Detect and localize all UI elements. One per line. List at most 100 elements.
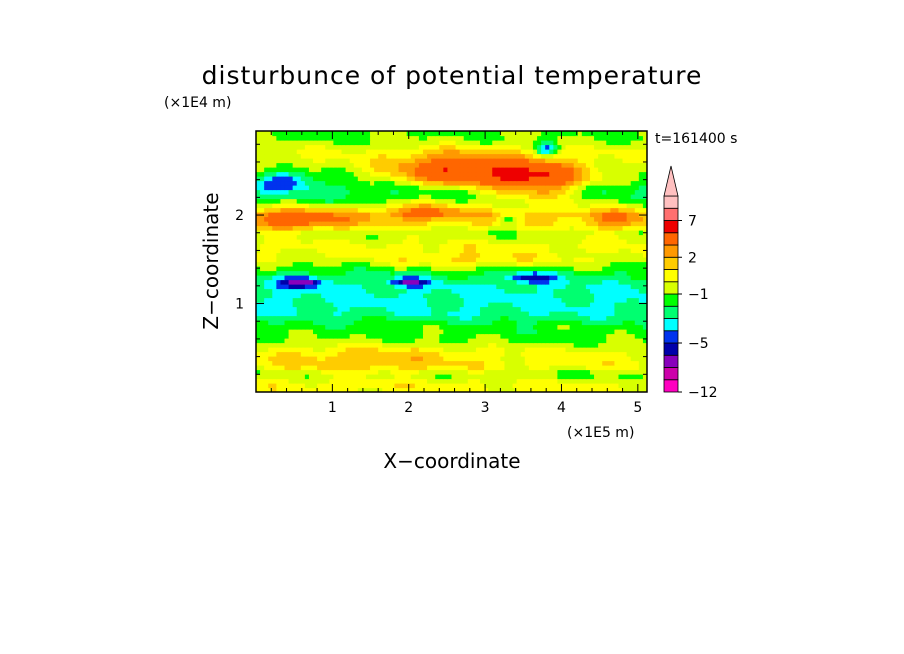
field-cell — [333, 297, 339, 303]
field-cell — [374, 374, 379, 380]
field-cell — [598, 167, 603, 173]
field-cell — [557, 351, 563, 357]
field-cell — [304, 284, 310, 290]
field-cell — [260, 378, 265, 384]
field-cell — [484, 347, 489, 353]
field-cell — [577, 315, 583, 321]
field-cell — [504, 369, 510, 375]
field-cell — [492, 162, 497, 168]
field-cell — [549, 270, 554, 276]
field-cell — [345, 302, 351, 308]
field-cell — [480, 234, 485, 240]
field-cell — [260, 180, 265, 186]
field-cell — [349, 369, 355, 375]
field-cell — [300, 180, 306, 186]
field-cell — [520, 369, 526, 375]
field-cell — [288, 266, 294, 272]
field-cell — [512, 320, 518, 326]
field-cell — [390, 329, 396, 335]
field-cell — [349, 180, 355, 186]
field-cell — [500, 342, 506, 348]
field-cell — [524, 257, 530, 263]
field-cell — [516, 369, 522, 375]
field-cell — [528, 158, 534, 164]
field-cell — [333, 234, 339, 240]
field-cell — [288, 261, 294, 267]
field-cell — [443, 387, 449, 392]
field-cell — [313, 171, 318, 177]
field-cell — [626, 351, 632, 357]
field-cell — [386, 216, 391, 222]
field-cell — [292, 297, 298, 303]
field-cell — [528, 306, 534, 312]
field-cell — [602, 324, 607, 330]
field-cell — [537, 302, 542, 308]
field-cell — [304, 270, 310, 276]
field-cell — [581, 207, 587, 213]
field-cell — [374, 225, 379, 231]
field-cell — [276, 176, 282, 182]
field-cell — [276, 275, 282, 281]
field-cell — [520, 234, 526, 240]
field-cell — [284, 234, 290, 240]
field-cell — [337, 243, 343, 249]
field-cell — [545, 270, 550, 276]
field-cell — [443, 284, 449, 290]
field-cell — [353, 338, 359, 344]
field-cell — [585, 234, 591, 240]
field-cell — [333, 324, 339, 330]
field-cell — [300, 185, 306, 191]
field-cell — [451, 333, 457, 339]
contour-field — [256, 131, 647, 392]
field-cell — [284, 351, 290, 357]
field-cell — [622, 311, 628, 317]
field-cell — [296, 194, 302, 200]
field-cell — [447, 248, 453, 254]
field-cell — [378, 347, 383, 353]
field-cell — [549, 369, 554, 375]
field-cell — [581, 243, 587, 249]
field-cell — [370, 158, 375, 164]
field-cell — [329, 329, 334, 335]
field-cell — [304, 378, 310, 384]
field-cell — [418, 252, 424, 258]
field-cell — [447, 216, 453, 222]
field-cell — [516, 387, 522, 392]
field-cell — [406, 185, 412, 191]
field-cell — [280, 203, 286, 209]
field-cell — [549, 176, 554, 182]
field-cell — [557, 320, 563, 326]
field-cell — [459, 171, 465, 177]
field-cell — [541, 329, 546, 335]
field-cell — [345, 176, 351, 182]
field-cell — [626, 252, 632, 258]
field-cell — [288, 221, 294, 227]
field-cell — [589, 234, 595, 240]
field-cell — [296, 216, 302, 222]
field-cell — [447, 266, 453, 272]
field-cell — [508, 342, 514, 348]
field-cell — [317, 261, 322, 267]
field-cell — [496, 374, 501, 380]
field-cell — [459, 356, 465, 362]
field-cell — [300, 306, 306, 312]
field-cell — [353, 329, 359, 335]
field-cell — [272, 171, 277, 177]
field-cell — [341, 333, 347, 339]
field-cell — [463, 293, 469, 299]
field-cell — [573, 239, 579, 245]
field-cell — [268, 239, 273, 245]
field-cell — [451, 329, 457, 335]
field-cell — [410, 347, 416, 353]
field-cell — [581, 275, 587, 281]
field-cell — [642, 369, 647, 375]
field-cell — [260, 297, 265, 303]
field-cell — [492, 248, 497, 254]
field-cell — [296, 252, 302, 258]
field-cell — [618, 360, 624, 366]
field-cell — [394, 252, 400, 258]
field-cell — [524, 194, 530, 200]
field-cell — [268, 387, 273, 392]
field-cell — [304, 207, 310, 213]
field-cell — [414, 333, 420, 339]
